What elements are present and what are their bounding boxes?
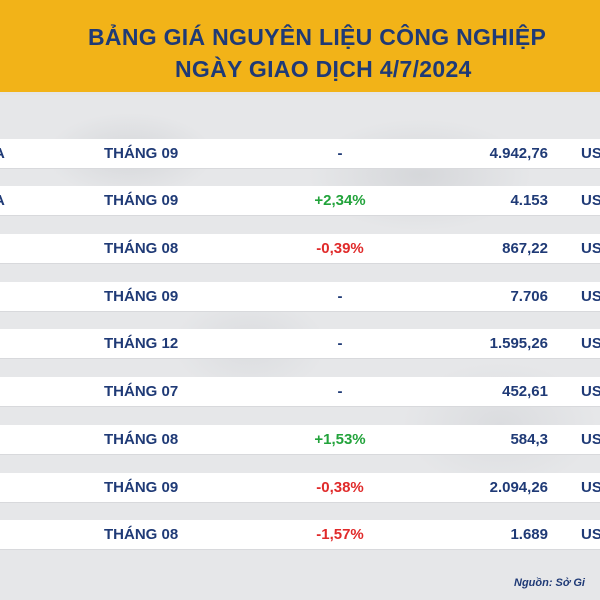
contract-month: THÁNG 09 xyxy=(104,192,179,209)
price-unit: US xyxy=(581,240,600,257)
table-row: THÁNG 09 - 7.706 US xyxy=(0,282,600,312)
header-banner: BẢNG GIÁ NGUYÊN LIỆU CÔNG NGHIỆP NGÀY GI… xyxy=(0,0,600,92)
table-row: A THÁNG 09 - 4.942,76 US xyxy=(0,139,600,169)
price-change: -0,38% xyxy=(316,479,364,496)
commodity-name: A xyxy=(0,145,5,162)
contract-month: THÁNG 09 xyxy=(104,479,179,496)
price-change: - xyxy=(337,288,343,305)
price-unit: US xyxy=(581,526,600,543)
price-value: 452,61 xyxy=(502,383,548,400)
price-change: - xyxy=(337,145,343,162)
price-change: - xyxy=(337,383,343,400)
price-unit: US xyxy=(581,383,600,400)
source-note: Nguồn: Sở Gi xyxy=(514,577,585,589)
price-value: 7.706 xyxy=(510,288,548,305)
page-title: BẢNG GIÁ NGUYÊN LIỆU CÔNG NGHIỆP xyxy=(88,24,547,50)
price-unit: US xyxy=(581,192,600,209)
table-row: THÁNG 08 -1,57% 1.689 US xyxy=(0,520,600,550)
contract-month: THÁNG 08 xyxy=(104,431,179,448)
price-value: 1.595,26 xyxy=(489,335,548,352)
contract-month: THÁNG 08 xyxy=(104,240,179,257)
contract-month: THÁNG 09 xyxy=(104,145,179,162)
trading-date-subtitle: NGÀY GIAO DỊCH 4/7/2024 xyxy=(175,56,472,82)
price-unit: US xyxy=(581,479,600,496)
price-unit: US xyxy=(581,145,600,162)
price-value: 867,22 xyxy=(502,240,548,257)
table-row: THÁNG 09 -0,38% 2.094,26 US xyxy=(0,473,600,503)
price-value: 584,3 xyxy=(510,431,548,448)
table-row: THÁNG 08 -0,39% 867,22 US xyxy=(0,234,600,264)
price-value: 1.689 xyxy=(510,526,548,543)
table-row: THÁNG 07 - 452,61 US xyxy=(0,377,600,407)
table-row: THÁNG 08 +1,53% 584,3 US xyxy=(0,425,600,455)
table-row: THÁNG 12 - 1.595,26 US xyxy=(0,329,600,359)
price-unit: US xyxy=(581,335,600,352)
price-change: - xyxy=(337,335,343,352)
contract-month: THÁNG 09 xyxy=(104,288,179,305)
contract-month: THÁNG 08 xyxy=(104,526,179,543)
commodity-name: A xyxy=(0,192,5,209)
price-value: 4.153 xyxy=(510,192,548,209)
price-change: +1,53% xyxy=(314,431,366,448)
price-change: -0,39% xyxy=(316,240,364,257)
price-unit: US xyxy=(581,431,600,448)
contract-month: THÁNG 07 xyxy=(104,383,179,400)
price-unit: US xyxy=(581,288,600,305)
contract-month: THÁNG 12 xyxy=(104,335,179,352)
table-row: A THÁNG 09 +2,34% 4.153 US xyxy=(0,186,600,216)
price-value: 4.942,76 xyxy=(489,145,548,162)
price-change: +2,34% xyxy=(314,192,366,209)
price-change: -1,57% xyxy=(316,526,364,543)
price-value: 2.094,26 xyxy=(489,479,548,496)
